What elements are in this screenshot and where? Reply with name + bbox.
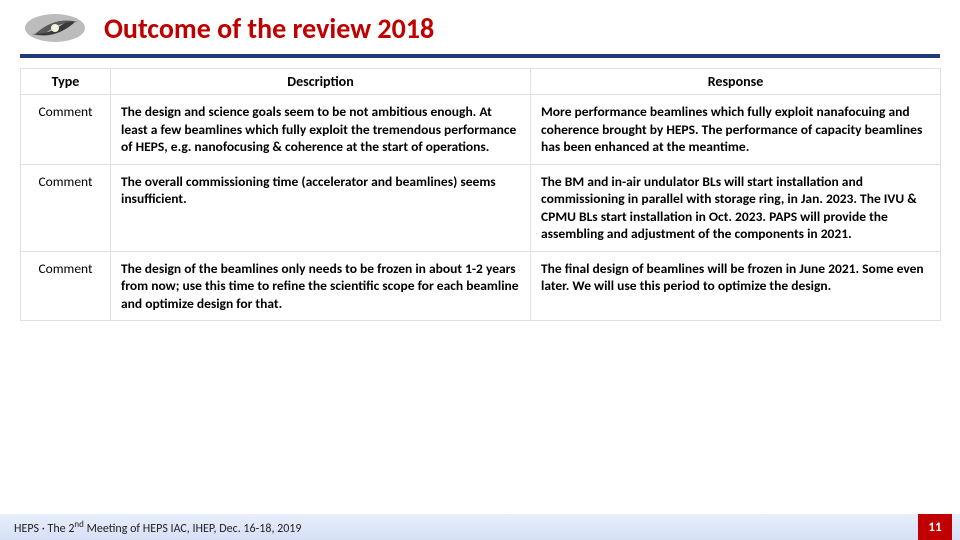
cell-response: More performance beamlines which fully e… <box>531 95 941 165</box>
galaxy-swirl-logo <box>20 8 90 48</box>
cell-type: Comment <box>21 95 111 165</box>
slide-body: Type Description Response Comment The de… <box>0 62 960 540</box>
page-number: 11 <box>918 514 952 540</box>
slide-footer: HEPS · The 2nd Meeting of HEPS IAC, IHEP… <box>0 514 960 540</box>
cell-description: The design of the beamlines only needs t… <box>111 251 531 321</box>
table-row: Comment The design of the beamlines only… <box>21 251 941 321</box>
col-header-type: Type <box>21 69 111 95</box>
cell-description: The design and science goals seem to be … <box>111 95 531 165</box>
footer-prefix: HEPS · The 2 <box>14 522 74 536</box>
table-row: Comment The design and science goals see… <box>21 95 941 165</box>
cell-type: Comment <box>21 251 111 321</box>
table-header-row: Type Description Response <box>21 69 941 95</box>
col-header-response: Response <box>531 69 941 95</box>
slide-header: Outcome of the review 2018 <box>0 0 960 48</box>
slide-title: Outcome of the review 2018 <box>104 11 434 46</box>
footer-suffix: Meeting of HEPS IAC, IHEP, Dec. 16-18, 2… <box>84 522 302 536</box>
cell-response: The BM and in-air undulator BLs will sta… <box>531 164 941 251</box>
review-table: Type Description Response Comment The de… <box>20 68 941 321</box>
title-underline <box>20 54 940 58</box>
slide: Outcome of the review 2018 Type Descript… <box>0 0 960 540</box>
cell-description: The overall commissioning time (accelera… <box>111 164 531 251</box>
footer-sup: nd <box>74 519 83 530</box>
table-row: Comment The overall commissioning time (… <box>21 164 941 251</box>
cell-type: Comment <box>21 164 111 251</box>
col-header-description: Description <box>111 69 531 95</box>
cell-response: The final design of beamlines will be fr… <box>531 251 941 321</box>
footer-text: HEPS · The 2nd Meeting of HEPS IAC, IHEP… <box>14 519 301 536</box>
